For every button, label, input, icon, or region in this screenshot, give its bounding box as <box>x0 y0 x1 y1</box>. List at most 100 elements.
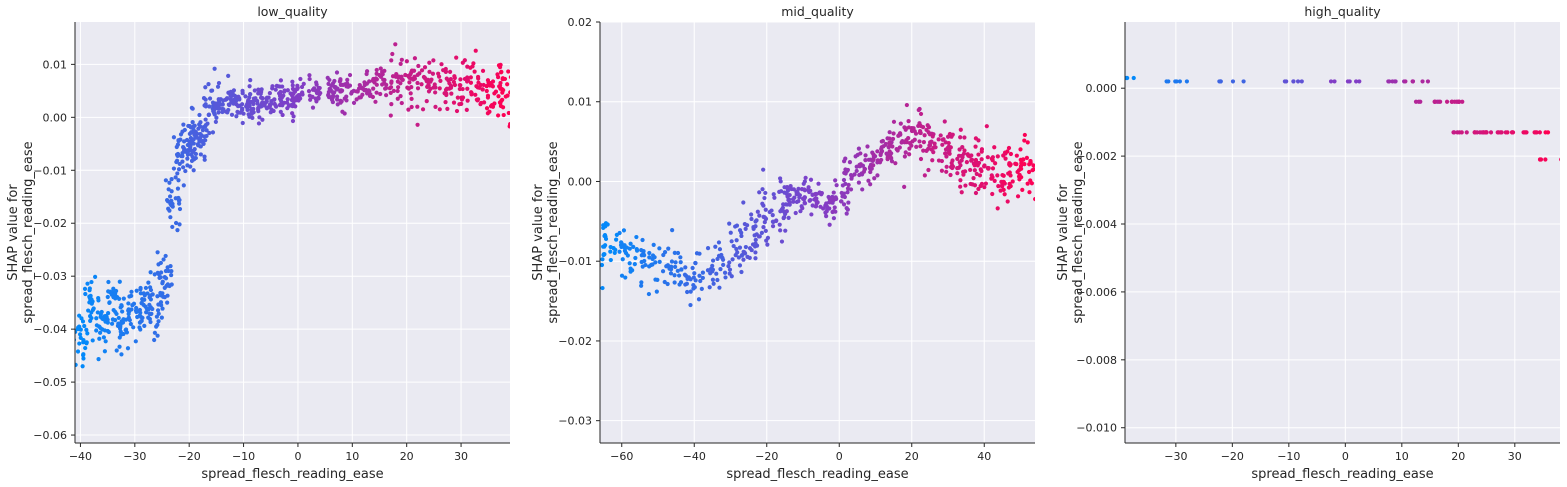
scatter-point <box>1002 192 1007 197</box>
scatter-point <box>753 256 758 261</box>
scatter-point <box>124 327 129 332</box>
scatter-point <box>1543 130 1548 135</box>
scatter-point <box>950 132 955 137</box>
scatter-point <box>958 184 963 189</box>
scatter-point <box>137 307 142 313</box>
scatter-point <box>856 146 862 151</box>
scatter-point <box>734 223 740 228</box>
scatter-point <box>884 151 889 156</box>
scatter-point <box>426 83 431 88</box>
scatter-point <box>831 190 836 195</box>
scatter-point <box>215 84 221 89</box>
scatter-point <box>1295 79 1301 84</box>
scatter-point <box>492 101 497 106</box>
scatter-point <box>457 102 462 107</box>
scatter-point <box>452 75 457 81</box>
scatter-point <box>675 250 681 256</box>
scatter-point <box>841 202 847 207</box>
scatter-point <box>887 130 892 135</box>
scatter-point <box>506 110 510 116</box>
scatter-point <box>947 151 952 156</box>
scatter-point <box>970 182 975 187</box>
scatter-point <box>1561 157 1565 161</box>
y-tick-label: −0.05 <box>33 376 67 389</box>
scatter-point <box>148 270 153 275</box>
scatter-point <box>384 93 389 98</box>
scatter-point <box>175 186 181 191</box>
scatter-point <box>374 82 379 87</box>
scatter-point <box>110 317 116 322</box>
scatter-point <box>813 204 818 209</box>
scatter-point <box>898 132 903 137</box>
scatter-point <box>382 77 387 83</box>
scatter-point <box>614 237 619 242</box>
scatter-point <box>1509 130 1515 135</box>
scatter-point <box>204 133 209 139</box>
scatter-point <box>443 100 448 105</box>
scatter-point <box>972 163 977 168</box>
scatter-point <box>374 90 379 95</box>
scatter-point <box>957 147 962 152</box>
scatter-point <box>824 214 829 219</box>
scatter-point <box>294 87 300 92</box>
scatter-point <box>134 305 139 311</box>
x-tick-label: 20 <box>400 450 414 463</box>
scatter-point <box>921 140 926 145</box>
scatter-point <box>796 199 801 204</box>
scatter-point <box>648 262 654 268</box>
scatter-point <box>763 207 768 212</box>
scatter-point <box>688 302 693 308</box>
scatter-point <box>207 130 212 136</box>
scatter-point <box>395 79 401 84</box>
scatter-point <box>1008 151 1014 157</box>
scatter-point <box>902 154 907 159</box>
scatter-point <box>155 308 161 313</box>
scatter-point <box>191 168 196 173</box>
scatter-point <box>77 341 82 346</box>
scatter-point <box>617 249 622 254</box>
scatter-point <box>177 222 182 227</box>
scatter-point <box>148 319 153 325</box>
scatter-point <box>88 318 93 323</box>
scatter-point <box>389 80 394 85</box>
scatter-point <box>508 90 510 95</box>
scatter-point <box>474 84 479 89</box>
scatter-point <box>688 277 693 282</box>
y-tick-label: 0.00 <box>43 111 68 124</box>
scatter-point <box>800 206 805 211</box>
scatter-point <box>291 114 296 119</box>
scatter-point <box>1010 179 1015 184</box>
scatter-point <box>976 186 981 192</box>
scatter-point <box>734 246 739 252</box>
scatter-point <box>298 96 303 101</box>
scatter-point <box>443 66 448 72</box>
scatter-point <box>1403 79 1408 84</box>
scatter-point <box>595 231 599 235</box>
scatter-point <box>654 289 659 294</box>
x-tick-label: 10 <box>1395 450 1409 463</box>
scatter-point <box>159 270 164 275</box>
scatter-point <box>946 140 951 146</box>
scatter-point <box>906 119 911 124</box>
scatter-point <box>846 200 851 205</box>
scatter-point <box>371 86 376 91</box>
scatter-point <box>1025 181 1030 186</box>
scatter-point <box>338 77 343 82</box>
scatter-point <box>897 145 902 150</box>
scatter-point <box>480 87 485 92</box>
scatter-point <box>374 67 379 73</box>
scatter-point <box>760 187 765 192</box>
scatter-point <box>96 324 102 329</box>
scatter-point <box>672 250 677 255</box>
scatter-point <box>334 94 340 99</box>
scatter-point <box>415 80 420 86</box>
scatter-point <box>183 168 188 174</box>
scatter-point <box>939 168 945 173</box>
scatter-point <box>1459 130 1464 135</box>
scatter-point <box>273 103 278 108</box>
scatter-point <box>272 97 277 102</box>
scatter-point <box>314 80 319 85</box>
scatter-point <box>332 78 337 84</box>
scatter-point <box>395 96 400 101</box>
scatter-point <box>1464 130 1469 135</box>
